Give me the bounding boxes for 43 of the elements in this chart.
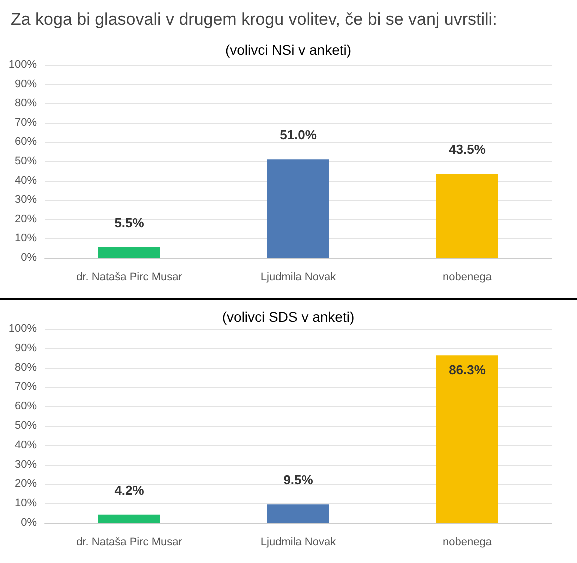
y-tick-label: 80% — [14, 362, 38, 374]
y-tick-label: 60% — [14, 400, 38, 413]
y-tick-label: 0% — [21, 252, 38, 264]
x-tick-label: Ljudmila Novak — [260, 536, 337, 548]
y-tick-label: 50% — [14, 156, 38, 168]
x-tick-label: dr. Nataša Pirc Musar — [76, 272, 183, 284]
x-tick-label: Ljudmila Novak — [260, 272, 337, 284]
y-tick-label: 40% — [14, 439, 38, 452]
y-tick-label: 10% — [14, 498, 38, 510]
y-tick-label: 30% — [14, 458, 38, 471]
data-label: 9.5% — [284, 472, 314, 488]
data-label: 5.5% — [114, 215, 145, 230]
data-label: 51.0% — [280, 128, 318, 143]
data-label: 43.5% — [449, 142, 486, 158]
x-tick-label: nobenega — [443, 272, 493, 284]
data-label: 4.2% — [114, 482, 145, 498]
y-tick-label: 90% — [14, 342, 38, 354]
y-tick-label: 70% — [14, 381, 38, 394]
y-tick-label: 30% — [14, 194, 38, 206]
chart-title: Za koga bi glasovali v drugem krogu volitev, če bi se vanj uvrstili: — [11, 10, 498, 29]
bar — [436, 356, 498, 523]
chart-subtitle: (volivci NSi v anketi) — [225, 42, 352, 58]
bar — [268, 160, 330, 258]
y-tick-label: 70% — [14, 116, 38, 129]
data-label: 86.3% — [449, 362, 486, 378]
y-tick-label: 40% — [14, 174, 38, 187]
chart-subtitle: (volivci SDS v anketi) — [222, 309, 355, 325]
y-tick-label: 60% — [14, 136, 38, 148]
y-tick-label: 10% — [14, 232, 38, 245]
bar — [268, 504, 330, 523]
y-tick-label: 90% — [14, 78, 38, 90]
bar — [436, 174, 498, 258]
y-tick-label: 0% — [21, 517, 38, 529]
y-tick-label: 20% — [14, 478, 38, 490]
y-tick-label: 50% — [14, 420, 38, 432]
x-tick-label: nobenega — [443, 536, 493, 548]
bar — [98, 247, 160, 258]
y-tick-label: 100% — [8, 59, 38, 71]
x-tick-label: dr. Nataša Pirc Musar — [76, 536, 183, 548]
y-tick-label: 100% — [8, 323, 38, 335]
bar — [98, 514, 160, 523]
y-tick-label: 20% — [14, 213, 38, 226]
y-tick-label: 80% — [14, 98, 38, 110]
